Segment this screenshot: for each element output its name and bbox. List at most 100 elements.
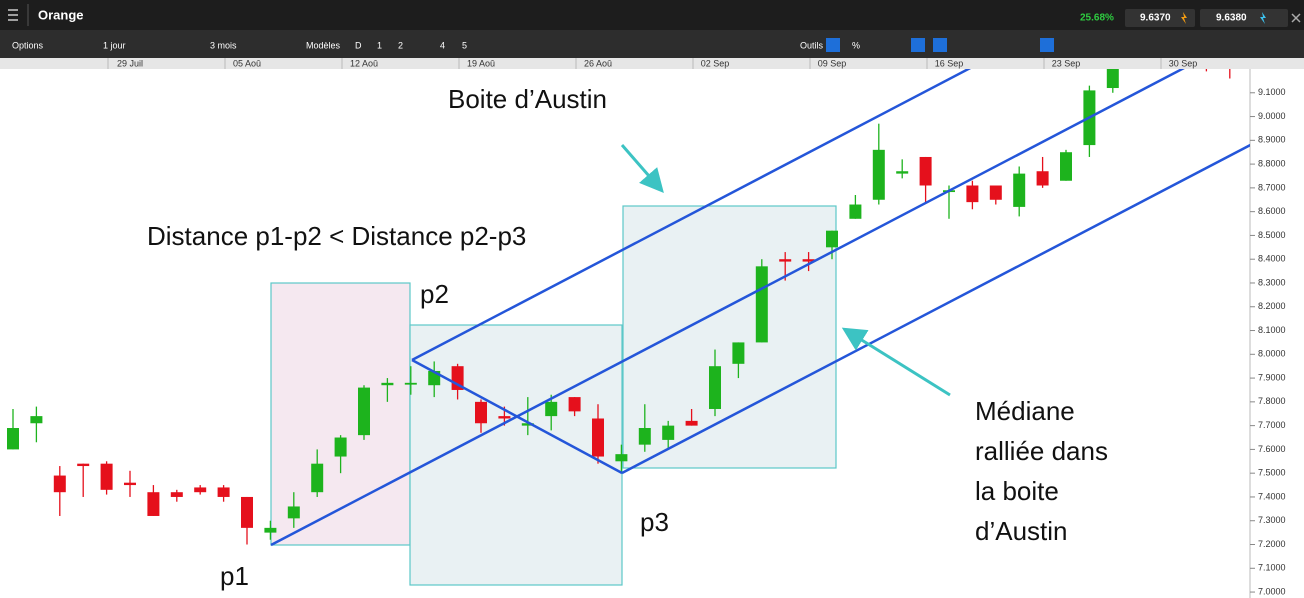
y-tick-label: 7.7000 xyxy=(1258,420,1286,430)
y-tick-label: 9.0000 xyxy=(1258,111,1286,121)
candle-body xyxy=(241,496,253,528)
median-line xyxy=(270,69,1185,547)
y-tick-label: 8.6000 xyxy=(1258,206,1286,216)
date-labels: 29 Juil 05 Aoû 12 Aoû 19 Aoû 26 Aoû 02 Sep 09 … xyxy=(107,58,1197,69)
candle-body xyxy=(194,487,207,493)
toolbar-item[interactable]: Modèles xyxy=(306,40,341,50)
candle-body xyxy=(592,418,604,457)
toolbar-item[interactable]: 4 xyxy=(440,40,445,50)
austin-box xyxy=(270,282,411,546)
y-tick-label: 8.0000 xyxy=(1258,349,1286,359)
annotation-line: Médiane xyxy=(975,396,1075,426)
candle-body xyxy=(545,401,558,417)
candle-body xyxy=(919,156,932,186)
annotation-line: ralliée dans xyxy=(975,436,1108,466)
toolbar-item[interactable]: 3 mois xyxy=(210,40,237,50)
austin-box xyxy=(622,205,837,469)
candle-body xyxy=(358,387,370,436)
annotation: Distance p1-p2 < Distance p2-p3 xyxy=(147,221,526,251)
menu-icon[interactable] xyxy=(8,9,18,21)
toolbar-item[interactable]: Outils xyxy=(800,40,824,50)
pitchfork xyxy=(270,69,1250,547)
candle-body xyxy=(896,171,909,174)
candle-body xyxy=(475,401,487,424)
y-tick-label: 8.1000 xyxy=(1258,325,1286,335)
tool-button[interactable] xyxy=(826,38,840,52)
ask-box[interactable] xyxy=(1200,9,1288,27)
toolbar xyxy=(0,30,1304,58)
x-tick-label: 19 Aoû xyxy=(467,58,495,68)
candle-body xyxy=(615,454,628,462)
candle-body xyxy=(264,527,277,533)
p2-p3-line xyxy=(411,358,623,475)
toolbar-item[interactable]: % xyxy=(852,40,860,50)
candle-body xyxy=(7,428,19,450)
candle-body xyxy=(989,185,1002,200)
candle-body xyxy=(755,266,768,343)
toolbar-item[interactable]: Options xyxy=(12,40,44,50)
x-tick-label: 09 Sep xyxy=(818,58,847,68)
close-button[interactable] xyxy=(1291,13,1301,23)
plot xyxy=(7,69,1250,586)
bid-icon xyxy=(1181,12,1187,24)
candle-body xyxy=(732,342,745,364)
upper-line xyxy=(411,69,972,362)
x-tick-label: 12 Aoû xyxy=(350,58,378,68)
y-tick-label: 7.4000 xyxy=(1258,491,1286,501)
toolbar-item[interactable]: 1 jour xyxy=(103,40,126,50)
tool-button[interactable] xyxy=(933,38,947,52)
candle-body xyxy=(709,366,721,409)
toolbar-item[interactable]: 5 xyxy=(462,40,467,50)
y-tick-label: 7.5000 xyxy=(1258,468,1286,478)
candle-body xyxy=(381,382,394,386)
toolbar-item[interactable]: D xyxy=(355,40,362,50)
title-bar xyxy=(0,0,1304,30)
annotation-line: d’Austin xyxy=(975,516,1068,546)
ask-icon xyxy=(1260,12,1266,24)
lower-line xyxy=(621,143,1250,475)
y-tick-label: 8.3000 xyxy=(1258,277,1286,287)
y-tick-label: 7.8000 xyxy=(1258,396,1286,406)
bid-box[interactable] xyxy=(1125,9,1195,27)
y-tick-label: 7.1000 xyxy=(1258,563,1286,573)
candle-body xyxy=(100,463,113,490)
change: 25.68% xyxy=(1080,13,1114,24)
candle-body xyxy=(217,487,230,497)
y-tick-label: 8.2000 xyxy=(1258,301,1286,311)
y-tick-label: 7.6000 xyxy=(1258,444,1286,454)
candle-body xyxy=(802,259,815,262)
candle-body xyxy=(147,492,160,516)
candle-body xyxy=(1106,69,1119,89)
candle-body xyxy=(124,482,136,486)
point-label: p3 xyxy=(640,507,669,537)
candle-body xyxy=(77,463,90,467)
candle-body xyxy=(498,416,511,419)
tool-button[interactable] xyxy=(1040,38,1054,52)
y-axis-labels: 9.1000 9.0000 8.9000 8.8000 8.7000 8.6000 8.50… xyxy=(1250,87,1286,596)
x-tick-label: 02 Sep xyxy=(701,58,730,68)
candle-body xyxy=(685,420,698,426)
x-tick-label: 16 Sep xyxy=(935,58,964,68)
y-tick-label: 8.5000 xyxy=(1258,230,1286,240)
y-tick-label: 7.3000 xyxy=(1258,515,1286,525)
x-tick-label: 29 Juil xyxy=(117,58,143,68)
candle-body xyxy=(662,425,675,440)
candle-body xyxy=(404,382,417,385)
candle-body xyxy=(53,475,66,493)
toolbar-items: Options 1 jour 3 mois Modèles D 1 2 4 5 Outils% xyxy=(12,40,860,50)
toolbar-item[interactable]: 1 xyxy=(377,40,382,50)
x-tick-label: 26 Aoû xyxy=(584,58,612,68)
tool-button[interactable] xyxy=(911,38,925,52)
candle-body xyxy=(568,397,581,412)
candle-body xyxy=(966,185,979,203)
point-label: p2 xyxy=(420,279,449,309)
candle-body xyxy=(872,149,885,200)
annotation: Médiane ralliée dans la boite d’Austin xyxy=(975,396,1108,546)
y-tick-label: 9.1000 xyxy=(1258,87,1286,97)
toolbar-item[interactable]: 2 xyxy=(398,40,403,50)
candle-body xyxy=(1013,173,1026,207)
y-tick-label: 8.7000 xyxy=(1258,182,1286,192)
candle-body xyxy=(521,423,534,426)
candle-body xyxy=(849,204,862,219)
candle-body xyxy=(311,463,324,493)
